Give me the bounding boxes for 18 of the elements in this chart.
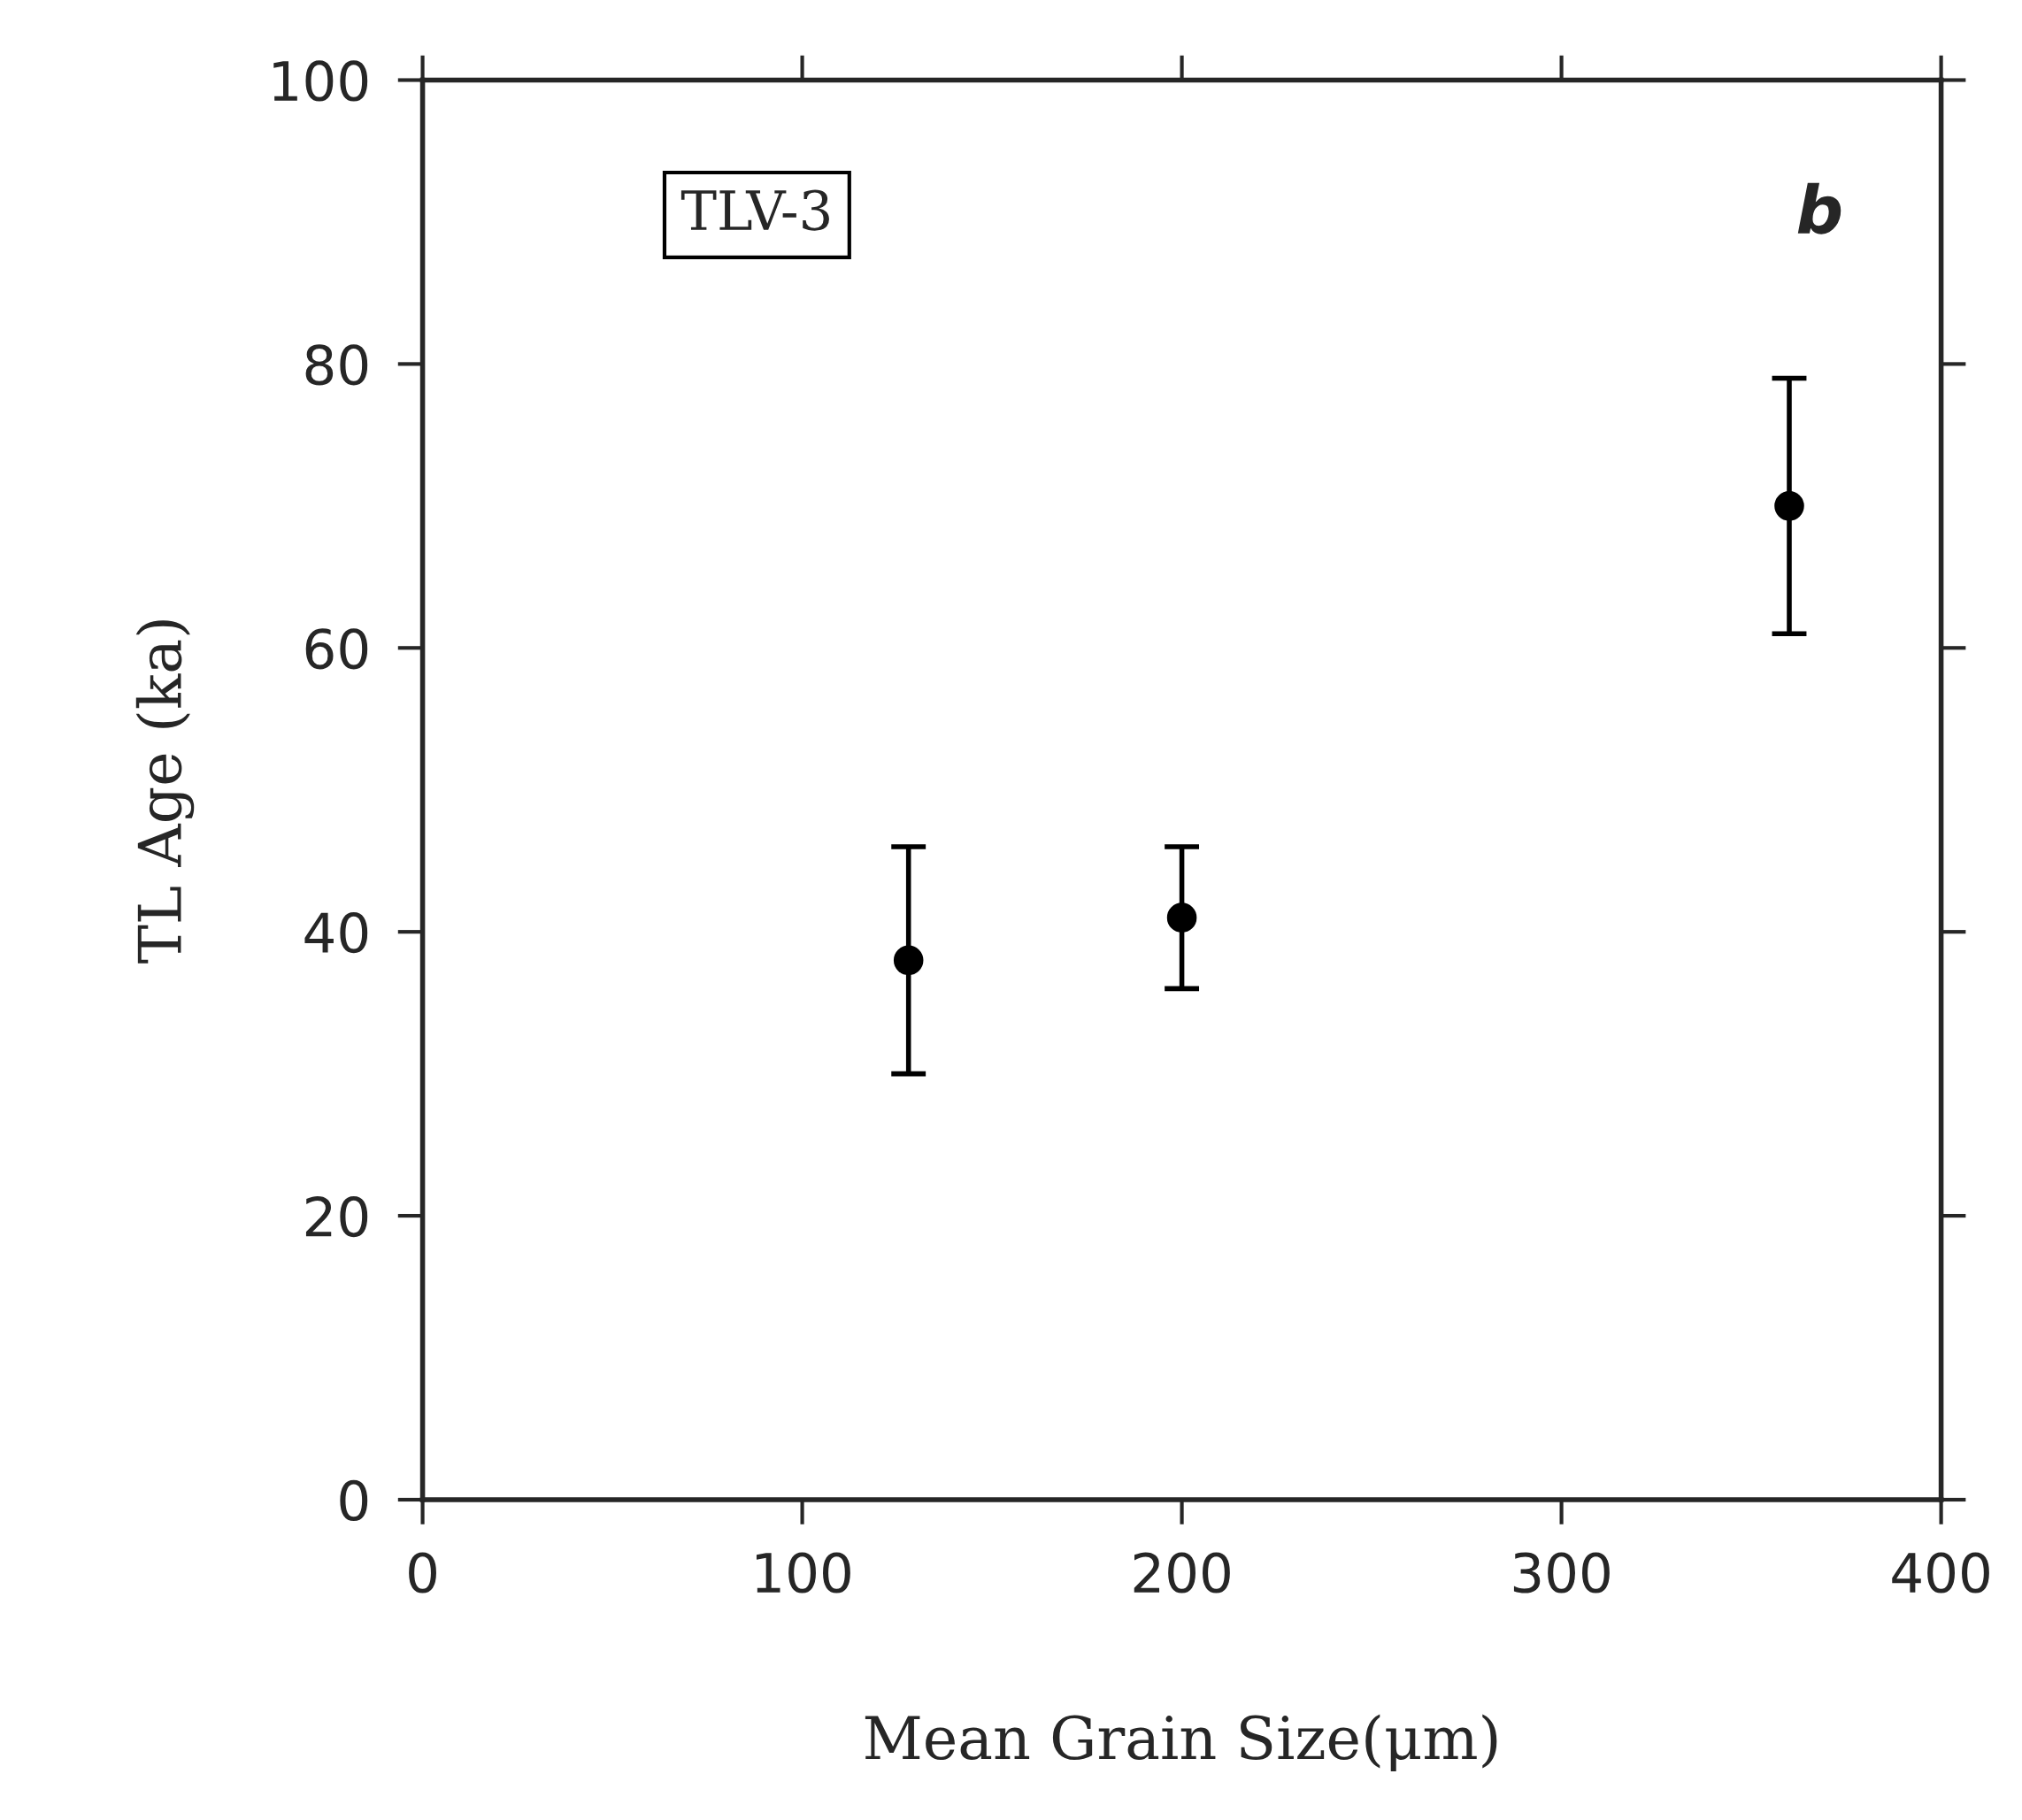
x-axis-title: Mean Grain Size(μm) <box>865 1714 1497 1771</box>
y-axis-title: TL Age (ka) <box>135 620 195 964</box>
point <box>1166 902 1197 933</box>
x-tick-label: 200 <box>1134 1552 1230 1593</box>
point <box>893 945 924 976</box>
annotation: b <box>1797 182 1841 234</box>
y-tick-label: 80 <box>305 344 368 386</box>
x-tick-label: 300 <box>1513 1552 1610 1593</box>
x-tick-label: 400 <box>1892 1552 1989 1593</box>
point <box>1774 491 1804 521</box>
x-tick-label: 100 <box>756 1552 850 1593</box>
y-tick-label: 20 <box>305 1195 368 1238</box>
annotation: TLV-3 <box>680 189 829 231</box>
y-tick-label: 100 <box>273 60 368 102</box>
y-tick-label: 0 <box>340 1479 368 1522</box>
x-tick-label: 0 <box>409 1552 436 1593</box>
y-tick-label: 60 <box>305 628 368 670</box>
y-tick-label: 40 <box>304 912 368 954</box>
